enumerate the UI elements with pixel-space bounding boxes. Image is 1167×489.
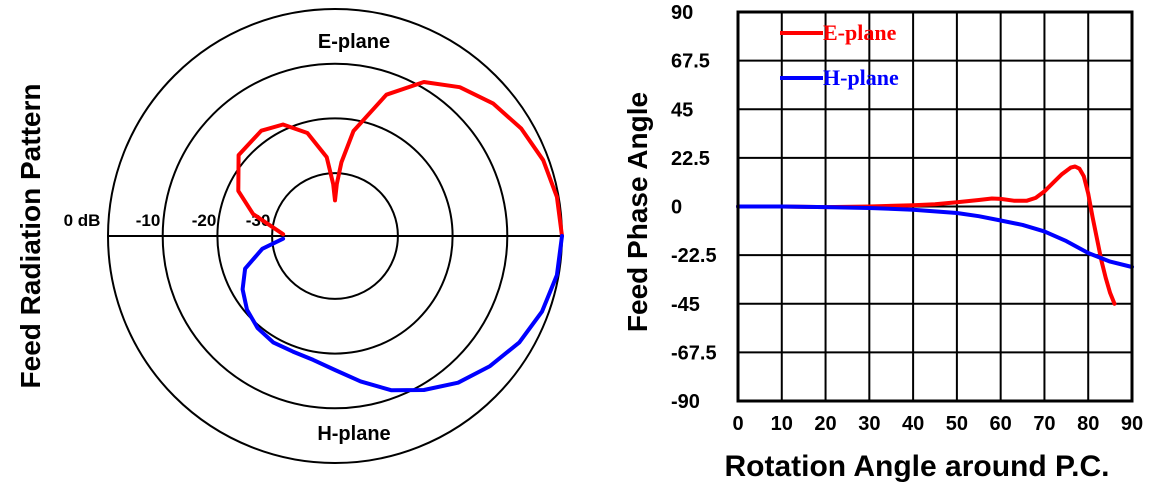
y-tick-label-0: -90 <box>671 391 700 413</box>
polar-ylabel: Feed Radiation Pattern <box>15 84 46 389</box>
phase-series-e-plane <box>736 164 1117 306</box>
legend-label-e-plane: E-plane <box>823 20 897 45</box>
ring-label-0: 0 dB <box>64 211 101 230</box>
polar-series <box>236 80 564 393</box>
y-tick-label-1: -67.5 <box>671 342 717 364</box>
polar-bottom-label-bg <box>296 416 412 448</box>
legend-label-h-plane: H-plane <box>823 65 899 90</box>
y-tick-label-5: 22.5 <box>671 148 710 170</box>
ring-label-3: -30 <box>246 211 271 230</box>
ring-label-1: -10 <box>136 211 161 230</box>
x-tick-label-7: 70 <box>1033 413 1055 435</box>
x-tick-label-4: 40 <box>902 413 924 435</box>
polar-chart: Feed Radiation Pattern E-plane H-plane 0… <box>15 8 564 464</box>
x-tick-label-1: 10 <box>771 413 793 435</box>
y-tick-label-3: -22.5 <box>671 245 717 267</box>
x-tick-label-8: 80 <box>1077 413 1099 435</box>
y-tick-label-6: 45 <box>671 99 693 121</box>
phase-series <box>736 164 1134 306</box>
x-tick-label-0: 0 <box>732 413 743 435</box>
y-tick-label-4: 0 <box>671 197 682 219</box>
polar-bottom-label: H-plane <box>317 423 390 445</box>
phase-ticks: -90 -67.5 -45 -22.5 0 22.5 45 67.5 90 0 10 20 30 40 50… <box>671 2 1143 435</box>
polar-top-label: E-plane <box>318 31 390 53</box>
polar-series-e-plane <box>236 80 564 238</box>
x-tick-label-5: 50 <box>946 413 968 435</box>
y-tick-label-8: 90 <box>671 2 693 24</box>
x-tick-label-2: 20 <box>814 413 836 435</box>
x-tick-label-9: 90 <box>1121 413 1143 435</box>
phase-ylabel: Feed Phase Angle <box>622 92 653 332</box>
polar-series-h-plane <box>240 234 564 393</box>
y-tick-label-7: 67.5 <box>671 51 710 73</box>
y-tick-label-2: -45 <box>671 294 700 316</box>
phase-legend: E-plane H-plane <box>780 20 899 90</box>
phase-plot-frame <box>736 10 1134 403</box>
x-tick-label-6: 60 <box>990 413 1012 435</box>
x-tick-label-3: 30 <box>858 413 880 435</box>
phase-xlabel: Rotation Angle around P.C. <box>724 450 1109 483</box>
phase-series-h-plane <box>736 204 1134 269</box>
phase-chart: Feed Phase Angle Rotation Angle around P… <box>622 2 1143 483</box>
ring-label-2: -20 <box>192 211 217 230</box>
polar-top-label-bg <box>296 24 412 56</box>
